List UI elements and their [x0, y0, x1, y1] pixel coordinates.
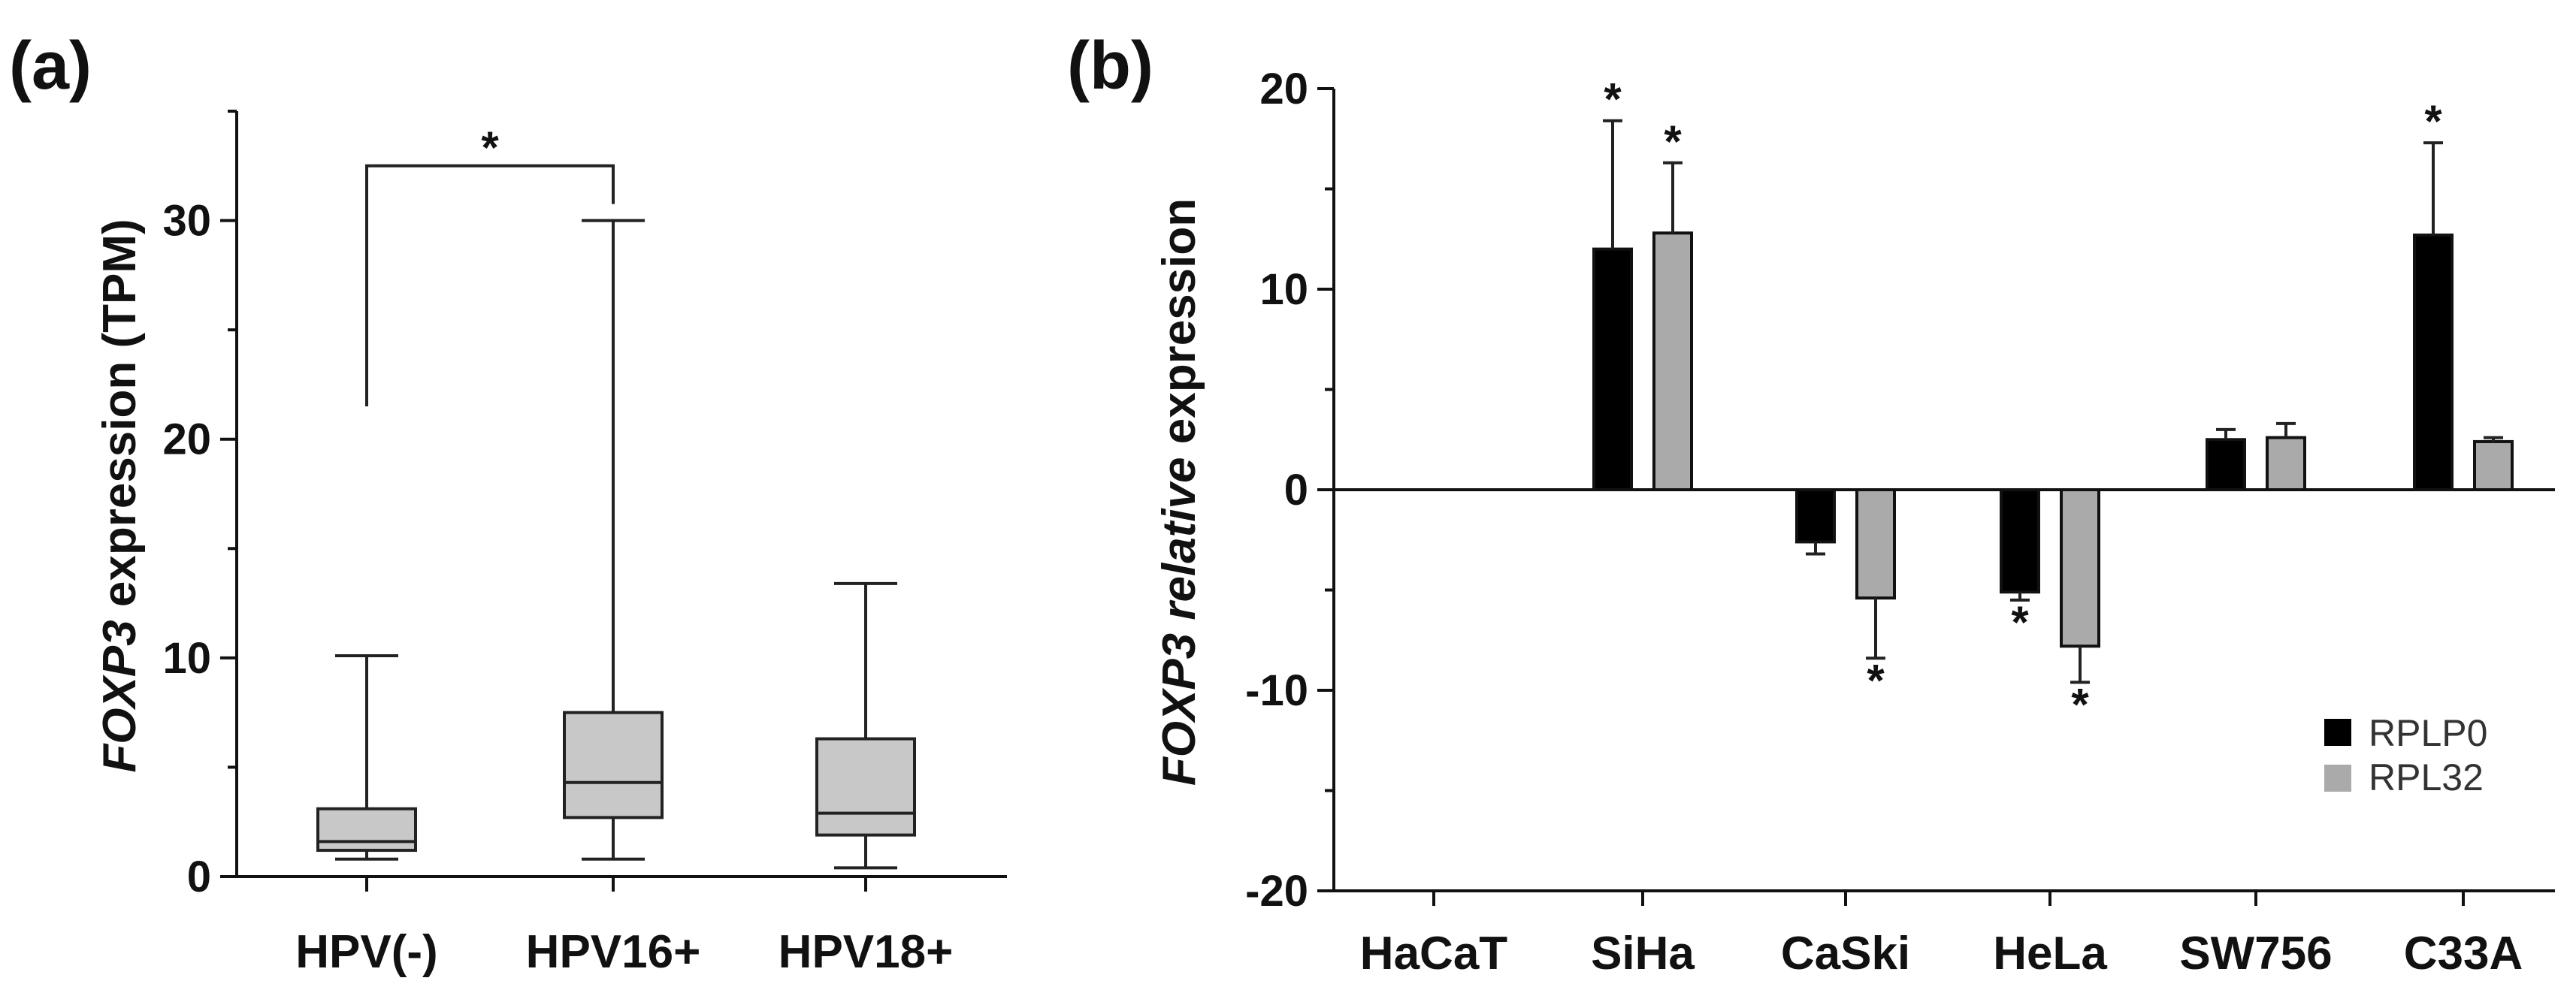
legend-swatch-rplp0	[2324, 719, 2351, 746]
legend-label-rpl32: RPL32	[2369, 756, 2484, 798]
box-iqr	[316, 807, 417, 853]
panel-b-ylabel-italic: FOXP3 relative	[1153, 457, 1205, 786]
panel-a-label: (a)	[9, 29, 92, 104]
b-category-label: HaCaT	[1360, 928, 1508, 979]
box-iqr	[815, 737, 916, 837]
significance-star: *	[481, 122, 499, 173]
bar-rpl32	[1652, 231, 1693, 491]
legend: RPLP0 RPL32	[2324, 712, 2487, 798]
b-ytick-label: -10	[1245, 666, 1308, 715]
bar-rpl32	[2060, 488, 2100, 648]
b-category-label: C33A	[2404, 928, 2523, 979]
panel-a-ylabel-italic: FOXP3	[94, 620, 146, 772]
b-ytick-label: 0	[1284, 466, 1308, 515]
bar-rplp0	[2206, 438, 2246, 491]
b-ytick-label: 10	[1259, 265, 1308, 314]
panel-a-ylabel-rest: expression (TPM)	[94, 219, 146, 620]
legend-label-rplp0: RPLP0	[2369, 712, 2487, 754]
b-category-label: HeLa	[1993, 928, 2107, 979]
b-ytick-label: -20	[1245, 867, 1308, 916]
a-ytick-label: 30	[162, 197, 211, 246]
bar-rplp0	[2000, 488, 2040, 594]
significance-star: *	[2011, 597, 2029, 647]
bar-rplp0	[1592, 247, 1633, 491]
panel-a: (a) FOXP3 expression (TPM) 0 10 20 30 * HPV…	[9, 29, 1007, 978]
bar-rplp0	[1795, 488, 1836, 544]
panel-b-label: (b)	[1067, 29, 1153, 104]
a-ytick-label: 0	[187, 853, 211, 901]
b-category-label: SiHa	[1591, 928, 1695, 979]
panel-b: (b) FOXP3 relative expression -20 -10 0 10 2…	[1067, 29, 2555, 979]
significance-star: *	[1664, 116, 1682, 167]
a-ytick-label: 10	[162, 634, 211, 683]
panel-b-ylabel-rest: expression	[1153, 198, 1205, 457]
a-category-label: HPV18+	[779, 926, 954, 978]
b-category-label: SW756	[2179, 928, 2332, 979]
a-category-label: HPV16+	[526, 926, 701, 978]
significance-bracket	[365, 164, 615, 407]
bar-rpl32	[1855, 488, 1896, 600]
a-ytick-label: 20	[162, 415, 211, 464]
significance-star: *	[1604, 74, 1622, 125]
significance-star: *	[2424, 96, 2442, 146]
b-ytick-label: 20	[1259, 65, 1308, 113]
a-category-label: HPV(-)	[295, 926, 437, 978]
bar-rpl32	[2266, 436, 2306, 492]
bar-rpl32	[2473, 439, 2514, 491]
significance-star: *	[1867, 655, 1885, 705]
b-category-label: CaSki	[1781, 928, 1910, 979]
bar-rplp0	[2413, 233, 2454, 491]
box-iqr	[563, 711, 664, 819]
legend-swatch-rpl32	[2324, 765, 2351, 792]
panel-a-ylabel: FOXP3 expression (TPM)	[94, 219, 146, 772]
significance-star: *	[2071, 679, 2089, 729]
panel-b-ylabel: FOXP3 relative expression	[1153, 198, 1205, 786]
